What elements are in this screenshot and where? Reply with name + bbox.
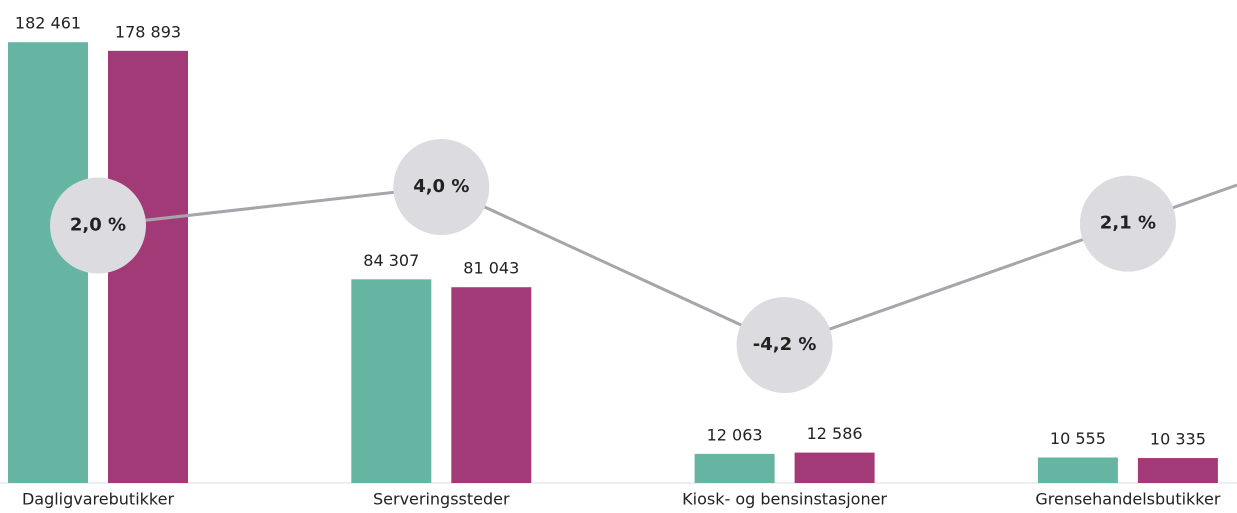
value-label: 182 461 [15,14,81,33]
bar [451,287,532,483]
bar [1137,458,1218,483]
line-value-label: 2,0 % [70,215,126,236]
line [97,185,1129,347]
bar [1037,457,1118,483]
value-label: 84 307 [363,251,419,270]
line-marker [50,177,146,274]
value-label: 10 555 [1050,429,1106,448]
bar [794,452,875,483]
line-value-label: -4,2 % [753,334,817,355]
line-value-label: 2,1 % [1100,213,1156,234]
value-label: 10 335 [1150,430,1206,449]
line-value-label: 4,0 % [413,176,469,197]
bar [351,279,432,483]
line-marker [736,297,833,394]
x-tick-label: Grensehandelsbutikker [1035,490,1220,509]
line-marker [393,139,490,236]
value-label: 81 043 [463,259,519,278]
value-label: 12 063 [707,425,763,444]
x-tick-label: Dagligvarebutikker [22,490,174,509]
line-marker [1079,175,1176,272]
value-label: 12 586 [807,424,863,443]
x-tick-label: Kiosk- og bensinstasjoner [682,490,887,509]
value-label: 178 893 [115,22,181,41]
x-tick-label: Serveringssteder [373,490,510,509]
bar [694,453,775,483]
